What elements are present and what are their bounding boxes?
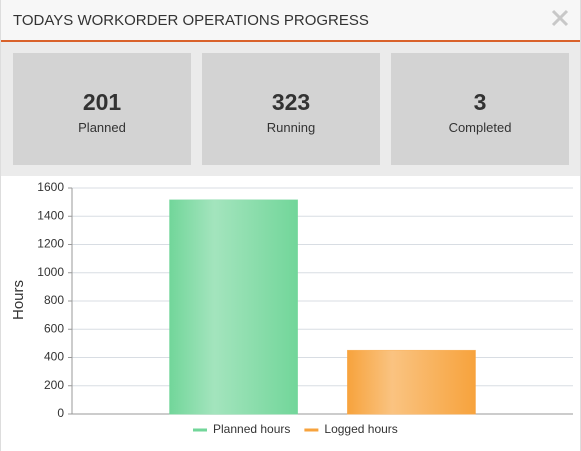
title: TODAYS WORKORDER OPERATIONS PROGRESS: [13, 12, 369, 29]
bar-shine: [347, 350, 476, 414]
stat-label: Completed: [448, 120, 512, 135]
legend-label: Logged hours: [324, 422, 397, 436]
y-tick-label: 200: [44, 378, 64, 392]
stat-label: Planned: [78, 120, 126, 135]
header: TODAYS WORKORDER OPERATIONS PROGRESS: [1, 0, 580, 42]
stat-box: 3 Completed: [391, 53, 569, 165]
stat-box: 201 Planned: [13, 53, 191, 165]
bar-shine: [169, 200, 298, 414]
y-axis-label: Hours: [10, 280, 27, 320]
y-tick-label: 1400: [37, 208, 64, 222]
stat-box: 323 Running: [202, 53, 380, 165]
stats-panel: 201 Planned 323 Running 3 Completed: [1, 42, 580, 176]
y-tick-label: 600: [44, 321, 64, 335]
stat-label: Running: [266, 120, 316, 135]
stat-value: 323: [271, 89, 311, 115]
legend-label: Planned hours: [213, 422, 290, 436]
stat-value: 3: [473, 89, 487, 115]
close-button[interactable]: [550, 6, 570, 30]
y-tick-label: 1000: [37, 265, 64, 279]
y-tick-label: 400: [44, 350, 64, 364]
chart: Hours 0 200 400 600 800 1000 1200 1400 1600 Plann…: [10, 180, 573, 436]
y-tick-label: 1200: [37, 237, 64, 251]
stat-value: 201: [82, 89, 122, 115]
y-tick-label: 1600: [37, 180, 64, 194]
y-tick-label: 800: [44, 293, 64, 307]
y-tick-label: 0: [57, 406, 64, 420]
